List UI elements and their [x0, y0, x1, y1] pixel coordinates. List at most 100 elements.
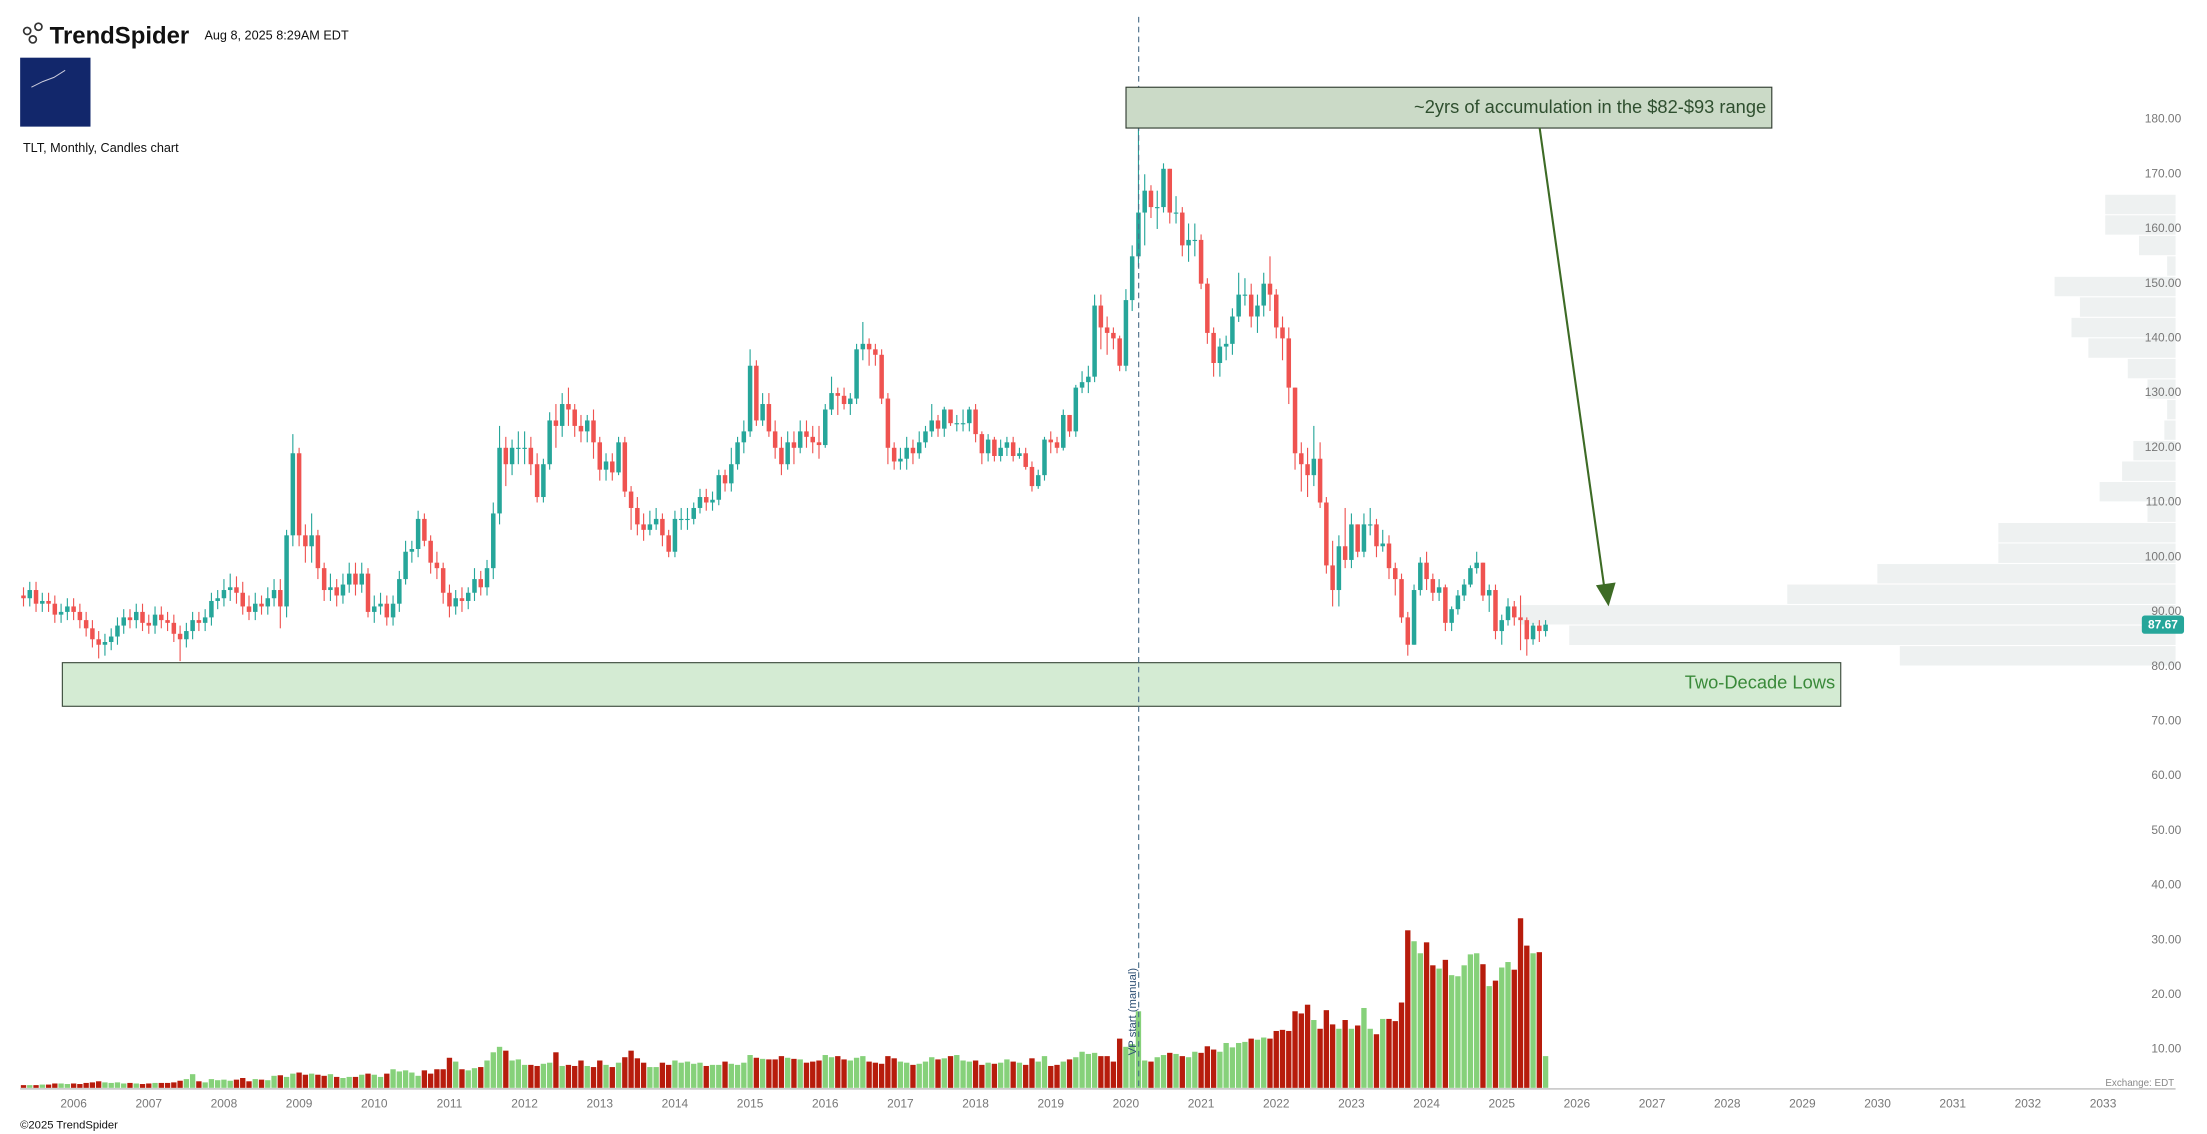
candle-body	[472, 579, 477, 593]
candle-body	[321, 568, 327, 591]
candle-body	[973, 409, 978, 435]
candle-body	[985, 439, 991, 454]
volume-bar	[1273, 1030, 1279, 1088]
y-tick-label: 160.00	[2145, 221, 2182, 235]
candle-body	[334, 587, 339, 596]
candle-body	[747, 365, 753, 432]
volume-bar	[215, 1080, 221, 1088]
logo-icon	[22, 22, 43, 44]
volume-bar	[1423, 942, 1430, 1088]
y-tick-label: 60.00	[2151, 768, 2181, 782]
candle-body	[102, 641, 108, 645]
candle-body	[1317, 458, 1323, 503]
volume-bar	[1242, 1041, 1248, 1088]
candle-body	[171, 622, 177, 634]
volume-profile-bar	[2147, 379, 2176, 399]
x-tick-label: 2031	[1939, 1096, 1966, 1110]
candle-body	[246, 606, 252, 612]
volume-bar	[1380, 1018, 1386, 1088]
candle-body	[848, 398, 853, 405]
volume-bar	[45, 1084, 52, 1088]
volume-bar	[603, 1064, 609, 1088]
candle-body	[1336, 546, 1342, 591]
candle-body	[1286, 338, 1292, 388]
candle-body	[1330, 565, 1335, 591]
candle-body	[177, 633, 183, 640]
candle-body	[434, 562, 440, 569]
volume-bar	[1148, 1061, 1154, 1088]
volume-bar	[628, 1050, 634, 1088]
volume-bar	[315, 1074, 321, 1088]
volume-bar	[503, 1050, 509, 1088]
candle-body	[904, 447, 909, 459]
x-tick-label: 2024	[1413, 1096, 1440, 1110]
accumulation-label: ~2yrs of accumulation in the $82-$93 ran…	[1414, 96, 1766, 117]
candle-body	[829, 393, 834, 410]
candle-body	[340, 584, 346, 596]
volume-bar	[860, 1056, 866, 1088]
arrow-head	[1595, 582, 1616, 607]
candle-body	[1042, 439, 1047, 476]
candle-body	[1518, 617, 1523, 621]
candle-body	[378, 603, 383, 607]
candle-body	[791, 442, 797, 448]
candle-body	[898, 458, 903, 462]
candle-body	[710, 499, 715, 503]
candle-body	[1117, 338, 1122, 366]
candle-body	[1098, 305, 1104, 328]
volume-profile-bar	[2133, 440, 2176, 461]
candle-body	[240, 592, 245, 607]
volume-bar	[954, 1055, 960, 1088]
volume-bar	[1267, 1038, 1273, 1088]
y-tick-label: 180.00	[2145, 112, 2182, 126]
volume-bar	[534, 1065, 540, 1088]
last-price-badge	[2141, 615, 2185, 634]
volume-bar	[434, 1069, 440, 1088]
candle-body	[409, 548, 415, 552]
candle-body	[497, 447, 502, 514]
volume-bar	[1536, 952, 1543, 1088]
y-tick-label: 150.00	[2145, 276, 2182, 290]
volume-bar	[346, 1076, 352, 1088]
candle-body	[296, 453, 302, 536]
candle-body	[134, 611, 139, 621]
candle-body	[1230, 316, 1235, 344]
volume-bar	[828, 1057, 835, 1088]
volume-bar	[997, 1062, 1004, 1088]
volume-bar	[741, 1062, 747, 1088]
candle-body	[227, 587, 233, 591]
x-tick-label: 2029	[1789, 1096, 1816, 1110]
candle-body	[992, 439, 997, 456]
candle-body	[1111, 332, 1116, 339]
volume-bar	[221, 1079, 227, 1088]
y-tick-label: 40.00	[2151, 878, 2181, 892]
volume-bar	[440, 1069, 446, 1088]
volume-bar	[359, 1074, 365, 1088]
candle-body	[854, 349, 859, 399]
volume-bar	[20, 1085, 27, 1088]
volume-bar	[290, 1073, 296, 1088]
candle-body	[647, 524, 653, 530]
volume-bar	[490, 1052, 496, 1088]
y-tick-label: 30.00	[2151, 932, 2181, 946]
volume-bar	[183, 1079, 190, 1088]
candle-body	[1512, 606, 1517, 618]
candle-body	[1280, 327, 1285, 339]
candle-body	[121, 617, 126, 626]
volume-bar	[678, 1062, 684, 1088]
volume-bar	[835, 1056, 841, 1088]
volume-bar	[941, 1058, 947, 1088]
candle-body	[954, 423, 960, 425]
volume-bar	[1286, 1030, 1292, 1088]
candle-body	[1474, 562, 1479, 569]
volume-bar	[327, 1074, 334, 1088]
candle-body	[722, 475, 728, 484]
volume-bar	[972, 1060, 979, 1088]
volume-profile-bar	[2127, 358, 2176, 379]
candle-body	[741, 431, 747, 443]
volume-profile-bar	[1899, 646, 2176, 666]
x-tick-label: 2016	[812, 1096, 839, 1110]
volume-bar	[1248, 1038, 1254, 1088]
volume-bar	[121, 1083, 127, 1088]
